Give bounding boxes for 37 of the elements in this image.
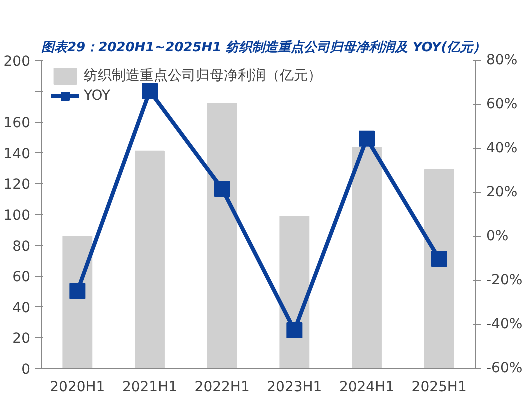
point xyxy=(70,283,86,300)
y2-tick-label: -20% xyxy=(486,272,523,288)
y-tick-label: 100 xyxy=(4,208,31,224)
y-tick-label: 20 xyxy=(12,331,31,348)
y-tick-label: 0 xyxy=(22,362,31,378)
y-tick-label: 80 xyxy=(12,238,31,255)
bar xyxy=(424,169,454,368)
point xyxy=(286,322,303,338)
point xyxy=(214,180,230,197)
y2-tick-label: 0% xyxy=(486,228,509,244)
x-tick-label: 2022H1 xyxy=(194,380,250,396)
y-tick-label: 40 xyxy=(12,300,31,316)
point xyxy=(431,250,448,267)
y2-tick-label: -40% xyxy=(486,316,523,332)
y-tick-label: 140 xyxy=(4,146,31,162)
y2-tick-label: 20% xyxy=(486,184,518,200)
point xyxy=(359,130,375,147)
bar xyxy=(207,103,238,368)
y2-tick-label: -60% xyxy=(486,360,523,376)
legend-label: 纺织制造重点公司归母净利润（亿元） xyxy=(84,67,322,85)
y-tick-label: 60 xyxy=(12,270,31,286)
x-tick-label: 2021H1 xyxy=(122,380,178,396)
y-tick-label: 200 xyxy=(4,54,31,70)
y2-tick-label: 40% xyxy=(486,140,518,156)
x-tick-label: 2025H1 xyxy=(412,380,467,396)
x-tick-label: 2023H1 xyxy=(267,380,322,396)
bar xyxy=(135,150,165,368)
legend-label: YOY xyxy=(84,88,111,104)
y-tick-label: 160 xyxy=(4,116,31,132)
x-tick-label: 2020H1 xyxy=(50,380,106,396)
chart-title: 图表29：2020H1~2025H1 纺织制造重点公司归母净利润及 YOY(亿元） xyxy=(42,40,486,56)
x-tick-label: 2024H1 xyxy=(339,380,395,396)
y2-tick-label: 80% xyxy=(486,52,518,68)
bar xyxy=(352,147,382,368)
y-tick-label: 120 xyxy=(4,177,31,194)
y2-tick-label: 60% xyxy=(486,96,518,112)
point xyxy=(142,83,158,100)
